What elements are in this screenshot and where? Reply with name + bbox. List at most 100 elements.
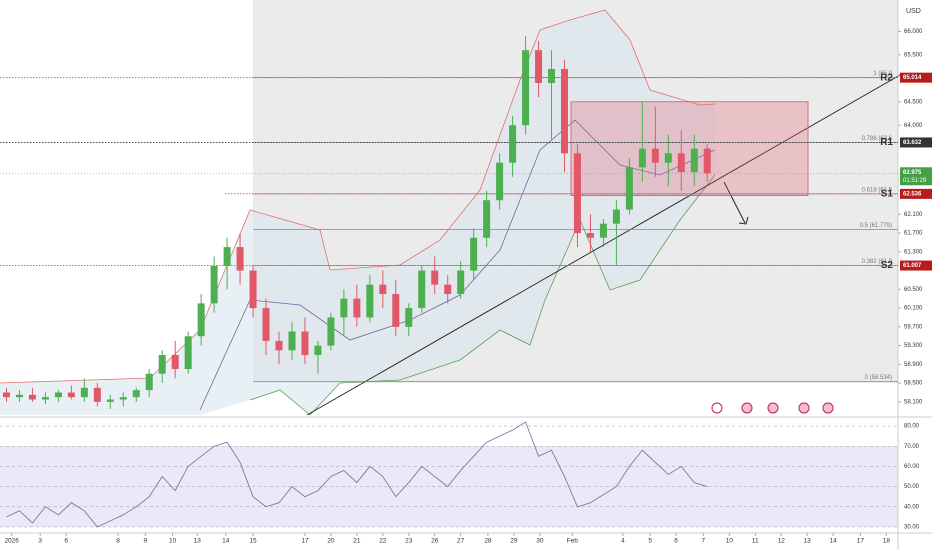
x-tick-label: 4 [621, 538, 625, 545]
price-tag [900, 137, 932, 148]
x-tick-label: 7 [702, 538, 706, 545]
rsi-tick-label: 40.00 [904, 504, 920, 510]
rsi-tick-label: 70.00 [904, 444, 920, 450]
candle-body [223, 247, 231, 266]
x-tick-label: 10 [726, 538, 734, 545]
candle-body [664, 153, 672, 163]
y-tick-label: 65.500 [904, 52, 923, 58]
candle-body [379, 284, 387, 295]
candle-body [418, 270, 426, 309]
y-tick-label: 58.500 [904, 381, 923, 387]
candle-body [132, 390, 140, 398]
fib-label: 0 (58.534) [865, 375, 892, 381]
fib-label: 0.786 (63.6 [862, 136, 893, 142]
fib-label: 0.5 (61.779) [860, 223, 892, 229]
candle-body [535, 50, 543, 83]
pivot-name: S1 [881, 188, 894, 199]
x-tick-label: 20 [327, 538, 335, 545]
candle-body [210, 265, 218, 304]
candle-body [496, 162, 504, 201]
candle-body [340, 298, 348, 318]
y-tick-label: 61.300 [904, 249, 923, 255]
rsi-tick-label: 50.00 [904, 484, 920, 490]
x-tick-label: 2026 [4, 538, 19, 545]
candle-body [677, 153, 685, 173]
candle-body [599, 223, 607, 238]
pivot-name: R1 [880, 137, 893, 148]
candle-body [651, 148, 659, 163]
x-tick-label: 10 [169, 538, 177, 545]
x-tick-label: 21 [353, 538, 361, 545]
x-tick-label: 23 [405, 538, 413, 545]
arrow [723, 181, 746, 224]
x-tick-label: 30 [536, 538, 544, 545]
candle-body [405, 308, 413, 327]
fib-label: 0.618 (62.5 [862, 187, 893, 193]
fib-label: 0.382 (61.0 [862, 259, 893, 265]
candle-body [327, 317, 335, 346]
candle-body [262, 308, 270, 341]
candle-body [509, 125, 517, 163]
price-tag-label: 62.536 [903, 191, 922, 197]
icon[interactable] [767, 402, 779, 414]
x-tick-label: 13 [194, 538, 202, 545]
x-tick-label: 17 [301, 538, 309, 545]
middle-band [199, 119, 716, 411]
candle-body [483, 200, 491, 238]
x-tick-label: 14 [222, 538, 230, 545]
icon[interactable] [741, 402, 753, 414]
price-tag [900, 72, 932, 83]
candle-body [41, 397, 49, 400]
candle-body [560, 68, 568, 154]
x-tick-label: 12 [778, 538, 786, 545]
toolbar-icons[interactable] [711, 402, 834, 414]
candle-body [288, 331, 296, 351]
candle-body [703, 148, 711, 174]
currency: USD [906, 8, 921, 15]
x-tick-label: 17 [857, 538, 865, 545]
last-price-tag [900, 167, 932, 186]
upper-band [0, 9, 716, 384]
candle-body [392, 294, 400, 327]
pivot-name: R2 [880, 72, 893, 83]
x-tick-label: 28 [484, 538, 492, 545]
price-tag [900, 188, 932, 199]
candle-body [197, 303, 205, 337]
y-tick-label: 58.100 [904, 399, 923, 405]
candle-body [171, 354, 179, 370]
x-tick-label: 3 [38, 538, 42, 545]
x-tick-label: 27 [457, 538, 465, 545]
zone-box [570, 101, 809, 196]
candle-body [612, 209, 620, 224]
x-tick-label: 6 [64, 538, 68, 545]
x-tick-label: 26 [431, 538, 439, 545]
candle-body [249, 270, 257, 309]
pivot-name: S2 [881, 260, 894, 271]
x-tick-label: 9 [144, 538, 148, 545]
candle-body [158, 354, 166, 374]
candle-body [119, 397, 127, 400]
x-tick-label: 14 [829, 538, 837, 545]
icon[interactable] [822, 402, 834, 414]
candle-body [457, 270, 465, 295]
y-tick-label: 59.300 [904, 343, 923, 349]
x-tick-label: 5 [648, 538, 652, 545]
fib-label: 1 (65.0 [873, 71, 892, 77]
candle-body [586, 233, 594, 238]
lower-band [249, 174, 716, 416]
y-tick-label: 64.000 [904, 123, 923, 129]
icon[interactable] [798, 402, 810, 414]
icon[interactable] [711, 402, 723, 414]
y-tick-label: 60.100 [904, 306, 923, 312]
candle-body [28, 394, 36, 400]
countdown: 01:51:29 [903, 178, 927, 184]
candle-body [54, 392, 62, 398]
candle-body [470, 237, 478, 271]
y-tick-label: 66.000 [904, 29, 923, 35]
x-tick-label: 18 [883, 538, 891, 545]
candle-body [353, 298, 361, 318]
candle-body [690, 148, 698, 173]
rsi-tick-label: 60.00 [904, 464, 920, 470]
candle-body [184, 336, 192, 370]
